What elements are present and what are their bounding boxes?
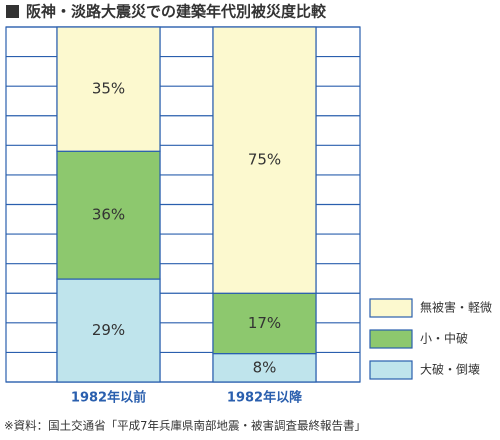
legend-swatch (369, 329, 413, 349)
value-label: 8% (253, 358, 277, 376)
chart-title: 阪神・淡路大震災での建築年代別被災度比較 (26, 3, 327, 21)
source-note: ※資料：国土交通省「平成7年兵庫県南部地震・被害調査最終報告書」 (4, 419, 366, 433)
x-tick-label: 1982年以降 (227, 390, 303, 406)
value-label: 17% (248, 314, 281, 332)
value-label: 75% (248, 151, 281, 169)
value-label: 29% (92, 321, 125, 339)
bar-segment (56, 150, 161, 280)
bar-segment (212, 353, 317, 383)
legend-swatch (369, 360, 413, 380)
bar-segment (56, 26, 161, 152)
x-tick-label: 1982年以前 (71, 390, 146, 406)
bar-segment (212, 292, 317, 355)
value-label: 36% (92, 206, 125, 224)
title-marker (6, 5, 19, 18)
plot-frame (5, 26, 361, 383)
legend-swatch (369, 298, 413, 318)
legend-label: 大破・倒壊 (420, 362, 480, 377)
bar-segment (212, 26, 317, 294)
legend-label: 無被害・軽微 (420, 300, 492, 315)
bar-segment (56, 278, 161, 383)
value-label: 35% (92, 80, 125, 98)
legend-label: 小・中破 (420, 331, 468, 346)
